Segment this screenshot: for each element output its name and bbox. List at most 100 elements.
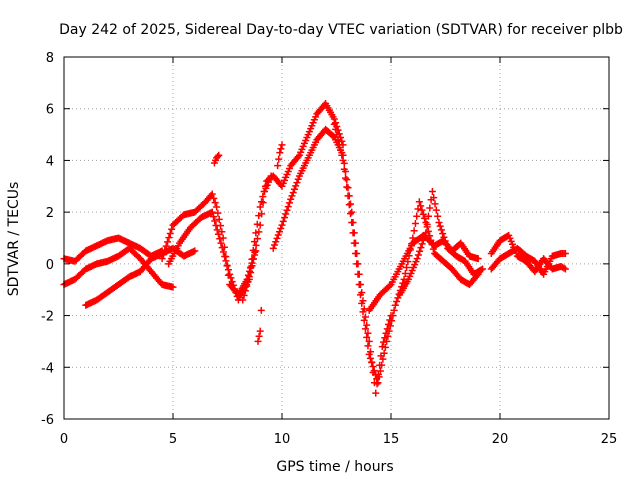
data-point bbox=[252, 229, 260, 237]
data-point bbox=[421, 233, 429, 241]
series-track-j bbox=[396, 187, 487, 299]
data-point bbox=[417, 202, 425, 210]
data-point bbox=[211, 199, 219, 207]
data-point bbox=[254, 337, 262, 345]
data-point bbox=[273, 234, 281, 242]
data-point bbox=[363, 333, 371, 341]
data-point bbox=[240, 291, 248, 299]
data-point bbox=[294, 153, 302, 161]
data-point bbox=[169, 283, 177, 291]
data-point bbox=[332, 125, 340, 133]
data-point bbox=[214, 153, 222, 161]
data-point bbox=[218, 244, 226, 252]
data-point bbox=[419, 236, 427, 244]
data-point bbox=[440, 233, 448, 241]
data-point bbox=[292, 182, 300, 190]
data-point bbox=[381, 334, 389, 342]
data-point bbox=[415, 198, 423, 206]
data-point bbox=[349, 229, 357, 237]
data-point bbox=[351, 250, 359, 258]
data-point bbox=[333, 131, 341, 139]
data-point bbox=[386, 282, 394, 290]
data-point bbox=[376, 367, 384, 375]
data-point bbox=[276, 228, 284, 236]
data-point bbox=[403, 264, 411, 272]
data-point bbox=[363, 321, 371, 329]
y-axis-label: SDTVAR / TECUs bbox=[6, 182, 22, 297]
data-point bbox=[229, 281, 237, 289]
data-point bbox=[369, 363, 377, 371]
y-tick-label: 2 bbox=[46, 206, 54, 221]
data-point bbox=[413, 212, 421, 220]
plot-frame bbox=[63, 56, 610, 420]
data-point bbox=[343, 183, 351, 191]
y-tick-label: 0 bbox=[46, 258, 54, 273]
data-point bbox=[226, 270, 234, 278]
data-point bbox=[343, 176, 351, 184]
data-point bbox=[211, 217, 219, 225]
data-point bbox=[279, 217, 287, 225]
data-point bbox=[441, 237, 449, 245]
data-point bbox=[428, 187, 436, 195]
data-point bbox=[210, 194, 218, 202]
data-point bbox=[283, 206, 291, 214]
data-point bbox=[561, 250, 569, 258]
data-point bbox=[418, 206, 426, 214]
data-point bbox=[221, 252, 229, 260]
x-tick-label: 0 bbox=[60, 432, 68, 447]
data-point bbox=[255, 212, 263, 220]
data-point bbox=[243, 282, 251, 290]
data-point bbox=[275, 155, 283, 163]
data-point bbox=[423, 221, 431, 229]
data-point bbox=[166, 229, 174, 237]
series-spike-10 bbox=[274, 141, 286, 170]
data-point bbox=[390, 306, 398, 314]
data-point bbox=[431, 200, 439, 208]
series-track-e bbox=[165, 172, 275, 304]
data-point bbox=[257, 306, 265, 314]
data-point bbox=[410, 227, 418, 235]
data-point bbox=[348, 218, 356, 226]
x-tick-label: 15 bbox=[383, 432, 400, 447]
x-tick-label: 20 bbox=[492, 432, 509, 447]
data-point bbox=[383, 337, 391, 345]
data-point bbox=[416, 247, 424, 255]
data-point bbox=[288, 192, 296, 200]
data-point bbox=[269, 244, 277, 252]
data-point bbox=[231, 285, 239, 293]
data-point bbox=[208, 190, 216, 198]
data-point bbox=[414, 251, 422, 259]
data-point bbox=[334, 136, 342, 144]
data-point bbox=[213, 226, 221, 234]
data-point bbox=[439, 230, 447, 238]
data-point bbox=[216, 235, 224, 243]
data-point bbox=[249, 246, 257, 254]
data-point bbox=[335, 141, 343, 149]
data-point bbox=[356, 291, 364, 299]
data-point bbox=[421, 214, 429, 222]
data-point bbox=[332, 119, 340, 127]
data-point bbox=[276, 149, 284, 157]
data-point bbox=[354, 270, 362, 278]
data-point bbox=[337, 146, 345, 154]
data-point bbox=[364, 329, 372, 337]
data-point bbox=[430, 194, 438, 202]
y-tick-label: 8 bbox=[46, 51, 54, 66]
data-point bbox=[219, 248, 227, 256]
data-point bbox=[347, 210, 355, 218]
series-track-d bbox=[158, 190, 260, 299]
data-point bbox=[294, 175, 302, 183]
y-tick-label: -6 bbox=[41, 413, 54, 428]
data-point bbox=[256, 327, 264, 335]
data-point bbox=[285, 199, 293, 207]
y-tick-label: 6 bbox=[46, 103, 54, 118]
data-point bbox=[340, 165, 348, 173]
data-point bbox=[208, 208, 216, 216]
data-point bbox=[248, 255, 256, 263]
y-tick-label: -4 bbox=[41, 361, 54, 376]
data-point bbox=[417, 244, 425, 252]
series-spike-09 bbox=[254, 306, 265, 345]
data-point bbox=[374, 379, 382, 387]
data-point bbox=[386, 322, 394, 330]
